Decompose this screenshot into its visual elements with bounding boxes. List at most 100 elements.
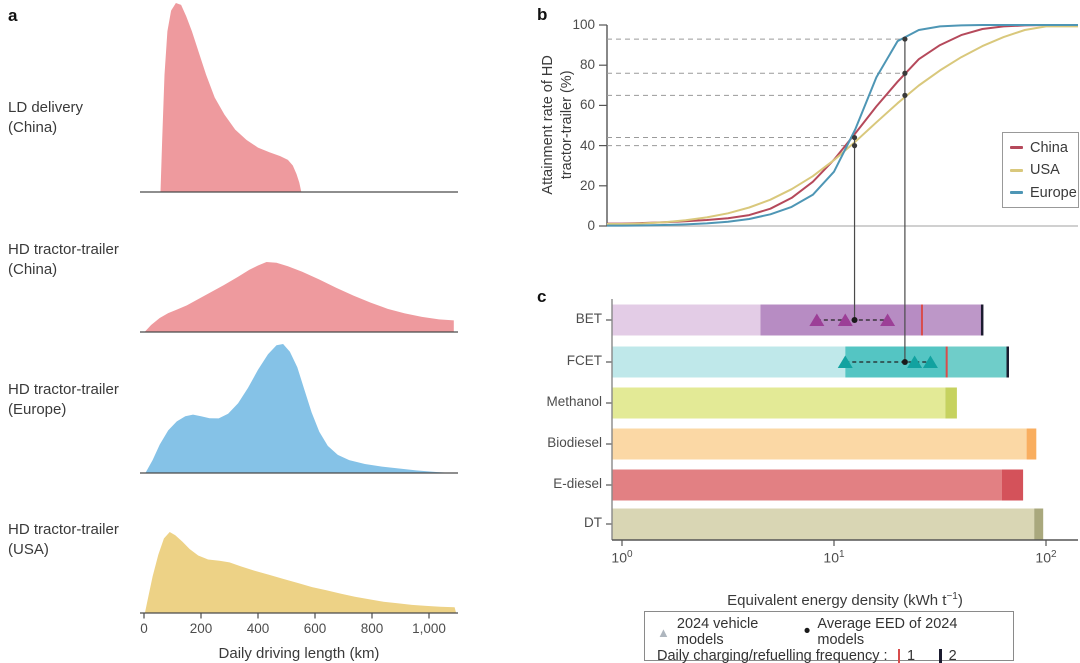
vehicle-model-triangle-BET [880,313,896,326]
b-y-tick-label: 100 [572,17,595,32]
panel-c-xaxis-title: Equivalent energy density (kWh t−1) [612,591,1078,611]
ridge-area-3 [144,532,457,613]
ridge-area-1 [144,262,454,332]
legend-frequency-2: 2 [948,648,957,663]
c-x-tick-label-10e1: 101 [823,549,845,566]
bar-FCET-seg2 [946,346,1008,378]
panel-c-legend: ▲ 2024 vehicle models • Average EED of 2… [644,611,1014,663]
panel-c-xaxis-title-suffix: ) [957,592,963,609]
ridge-label-0: LD delivery (China) [8,98,83,137]
line-swatch-icon [1010,146,1023,149]
avg-eed-dot-FCET [901,359,908,365]
vehicle-model-triangle-FCET [907,355,923,368]
panel-b-label: b [537,5,548,24]
legend-vehicle-models: ▲ 2024 vehicle models [657,616,804,648]
bar-E-diesel-seg0 [612,469,1002,501]
panel-a-label: a [8,6,18,25]
ridge-label-1: HD tractor-trailer (China) [8,240,119,279]
frequency-2-tick-icon [939,649,942,663]
b-legend-label: China [1030,139,1068,156]
frequency-1-tick-icon [897,649,901,663]
b-curve-Europe [607,24,1078,227]
legend-frequency-1: 1 [907,648,916,663]
panel-c-legend-row1: ▲ 2024 vehicle models • Average EED of 2… [657,616,1001,648]
panel-b-yaxis-title: Attainment rate of HD tractor-trailer (%… [539,20,577,230]
ridge-label-line: (Europe) [8,400,67,418]
b-y-tick-label: 60 [579,97,595,113]
b-y-tick-label: 80 [579,57,595,73]
b-point-marker [902,36,908,42]
c-x-tick-label-10e0: 100 [611,549,633,566]
panel-c-label: c [537,287,547,306]
panel-c-legend-row2: Daily charging/refuelling frequency : 1 … [657,648,1001,663]
panel-b-yaxis-title-line2: tractor-trailer (%) [559,70,575,180]
bar-Methanol-seg0 [612,387,946,419]
c-category-label-DT: DT [584,515,602,530]
c-category-label-Methanol: Methanol [546,394,602,409]
b-point-marker [851,134,858,141]
a-x-tick-label: 800 [360,621,384,636]
bar-DT-seg1 [1034,508,1044,540]
bar-BET-seg0 [612,304,761,336]
a-x-tick-label: 200 [189,621,213,636]
b-curve-USA [607,25,1078,225]
bar-E-diesel-seg1 [1002,469,1024,501]
legend-frequency-label: Daily charging/refuelling frequency : [657,648,888,663]
panel-c-xaxis-title-text: Equivalent energy density (kWh t [727,592,947,609]
c-x-tick-label-10e2: 102 [1035,549,1057,566]
b-legend-item-USA: USA [1010,162,1078,178]
a-x-tick-label: 1,000 [412,621,446,636]
b-legend-item-Europe: Europe [1010,185,1078,201]
ridge-label-line: LD delivery [8,99,84,116]
panel-b-legend: China USA Europe [1002,132,1079,208]
b-y-tick-label: 40 [579,137,595,153]
c-category-label-BET: BET [575,311,602,326]
a-x-tick-label: 400 [246,621,270,636]
c-category-label-FCET: FCET [566,353,602,368]
ridge-label-line: (China) [8,118,58,136]
legend-average-eed: • Average EED of 2024 models [804,616,1001,648]
ridge-label-line: (China) [8,260,58,278]
bar-BET-seg2 [922,304,983,336]
legend-vehicle-models-label: 2024 vehicle models [676,616,759,648]
vehicle-model-triangle-BET [809,313,825,326]
c-category-label-Biodiesel: Biodiesel [547,435,602,450]
ridge-area-2 [145,344,454,473]
bar-DT-seg0 [612,508,1035,540]
a-x-tick-label: 0 [140,621,148,636]
b-legend-item-China: China [1010,140,1078,156]
ridge-area-0 [160,3,302,192]
vehicle-model-triangle-FCET [922,355,938,368]
b-point-marker [902,70,908,76]
b-point-marker [902,92,908,98]
bar-Biodiesel-seg1 [1026,428,1037,460]
vehicle-model-triangle-FCET [837,355,853,368]
ridge-label-2: HD tractor-trailer (Europe) [8,380,119,419]
triangle-icon: ▲ [657,624,670,640]
b-y-tick-label: 20 [579,177,595,193]
avg-eed-dot-BET [851,317,858,323]
legend-average-eed-label: Average EED of 2024 models [817,616,958,648]
ridge-label-line: HD tractor-trailer [8,381,119,398]
dot-icon: • [803,621,811,643]
b-y-tick-label: 0 [587,218,595,233]
b-legend-label: Europe [1030,184,1077,201]
ridge-label-line: HD tractor-trailer [8,521,119,538]
bar-Methanol-seg1 [945,387,957,419]
panel-c-xaxis-title-sup: −1 [946,591,958,602]
panel-a-xaxis-title: Daily driving length (km) [218,645,380,662]
vehicle-model-triangle-BET [837,313,853,326]
ridge-label-line: HD tractor-trailer [8,241,119,258]
b-point-marker [851,143,858,149]
ridge-label-3: HD tractor-trailer (USA) [8,520,119,559]
bar-Biodiesel-seg0 [612,428,1027,460]
ridge-label-line: (USA) [8,540,49,558]
line-swatch-icon [1010,168,1023,172]
panel-b-yaxis-title-line1: Attainment rate of HD [540,55,557,195]
bar-FCET-seg0 [612,346,846,378]
a-x-tick-label: 600 [303,621,327,636]
line-swatch-icon [1010,191,1023,194]
b-legend-label: USA [1030,162,1060,178]
